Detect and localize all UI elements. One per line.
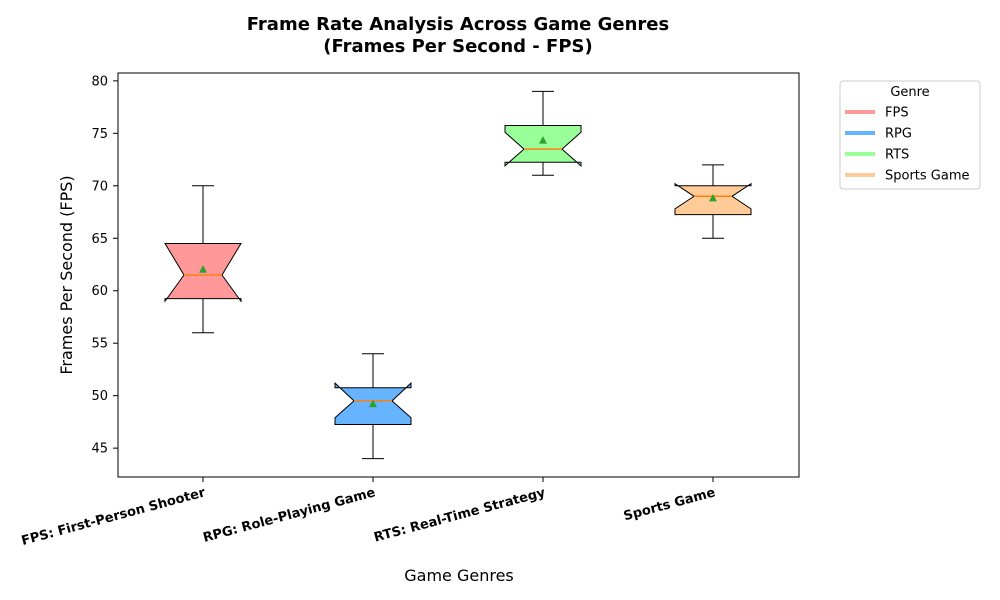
legend-entry: RPG xyxy=(885,127,912,142)
x-tick-label: RPG: Role-Playing Game xyxy=(201,485,377,546)
mean-marker xyxy=(539,136,547,144)
mean-marker xyxy=(199,265,207,273)
legend-title: Genre xyxy=(890,85,929,100)
x-axis-label: Game Genres xyxy=(404,566,514,585)
plot-frame xyxy=(117,72,800,478)
y-tick-label: 60 xyxy=(91,284,108,299)
y-tick-label: 55 xyxy=(91,337,108,352)
legend-entry: Sports Game xyxy=(885,169,970,184)
y-tick-label: 70 xyxy=(91,179,108,194)
box-sports-game xyxy=(674,164,752,239)
chart-title-line2: (Frames Per Second - FPS) xyxy=(323,36,592,57)
y-axis-label: Frames Per Second (FPS) xyxy=(57,175,76,374)
y-tick-label: 80 xyxy=(91,74,108,89)
box-fps xyxy=(164,185,242,334)
y-tick-label: 50 xyxy=(91,389,108,404)
mean-marker xyxy=(369,399,377,408)
x-tick-label: Sports Game xyxy=(622,485,717,524)
box-rts xyxy=(504,90,582,176)
box-body xyxy=(504,124,582,167)
y-axis: 45 50 55 60 65 70 75 80 xyxy=(91,74,118,457)
x-tick-label: RTS: Real-Time Strategy xyxy=(372,485,547,545)
chart-title-line1: Frame Rate Analysis Across Game Genres xyxy=(247,14,669,35)
y-tick-label: 45 xyxy=(91,442,108,457)
boxes-group xyxy=(164,90,752,460)
box-rpg xyxy=(334,353,412,460)
legend-entry: RTS xyxy=(885,148,909,163)
legend-box xyxy=(839,80,981,190)
y-tick-label: 75 xyxy=(91,127,108,142)
legend: Genre FPS RPG RTS Sports Game xyxy=(839,80,981,190)
x-tick-label: FPS: First-Person Shooter xyxy=(20,485,208,549)
y-tick-label: 65 xyxy=(91,232,108,247)
legend-entry: FPS xyxy=(885,106,909,121)
mean-marker xyxy=(709,193,717,202)
